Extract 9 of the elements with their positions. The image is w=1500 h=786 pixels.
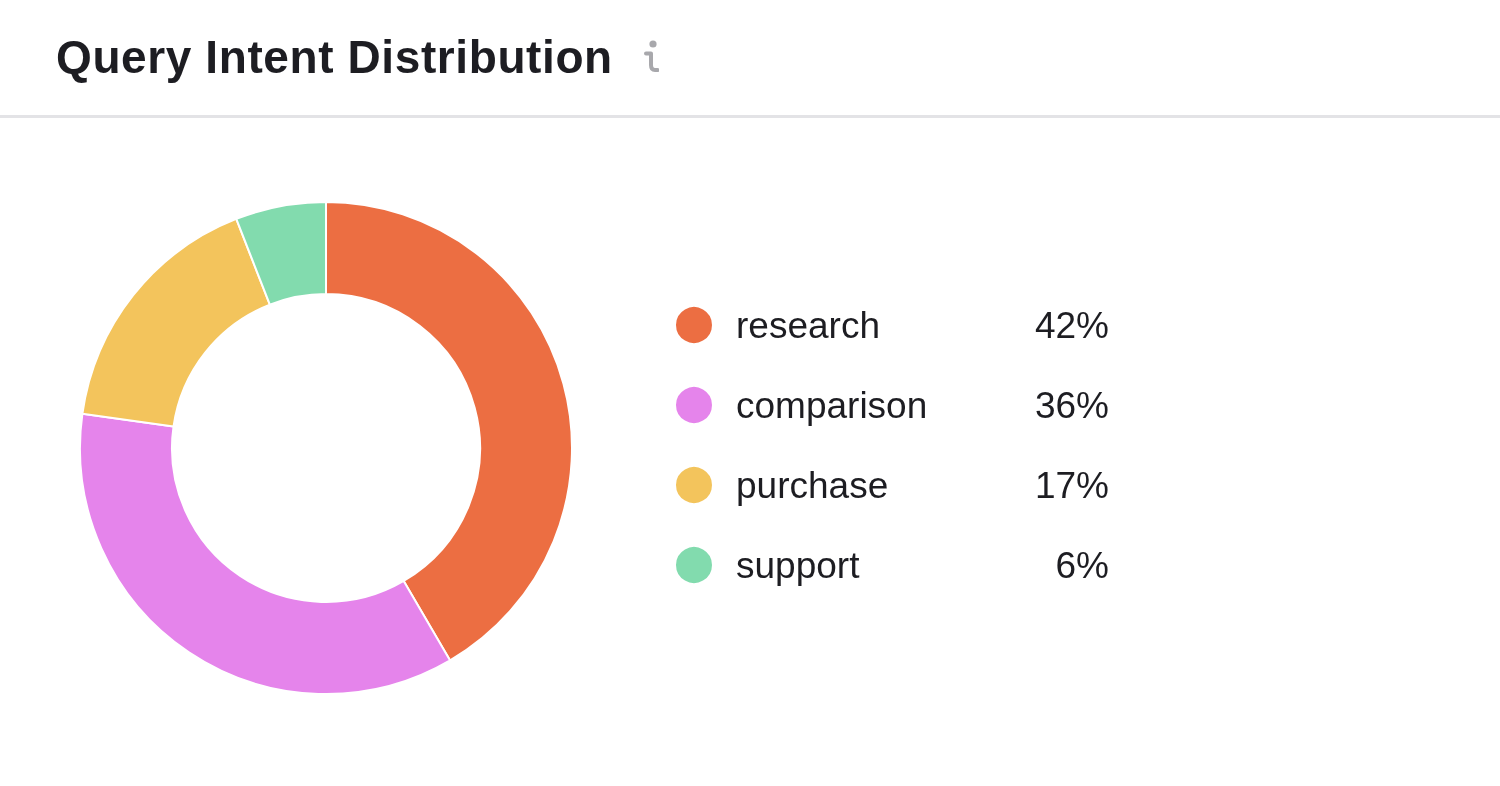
legend-label: comparison <box>736 384 928 426</box>
data-label: 42% <box>1034 304 1109 346</box>
legend-label: support <box>736 544 861 586</box>
legend-label: purchase <box>736 464 889 506</box>
data-label: 6% <box>1055 544 1109 586</box>
legend-label: research <box>736 304 880 346</box>
data-label: 36% <box>1034 384 1109 426</box>
data-label: 17% <box>1034 464 1109 506</box>
chart-title: Query Intent Distribution <box>56 30 613 84</box>
